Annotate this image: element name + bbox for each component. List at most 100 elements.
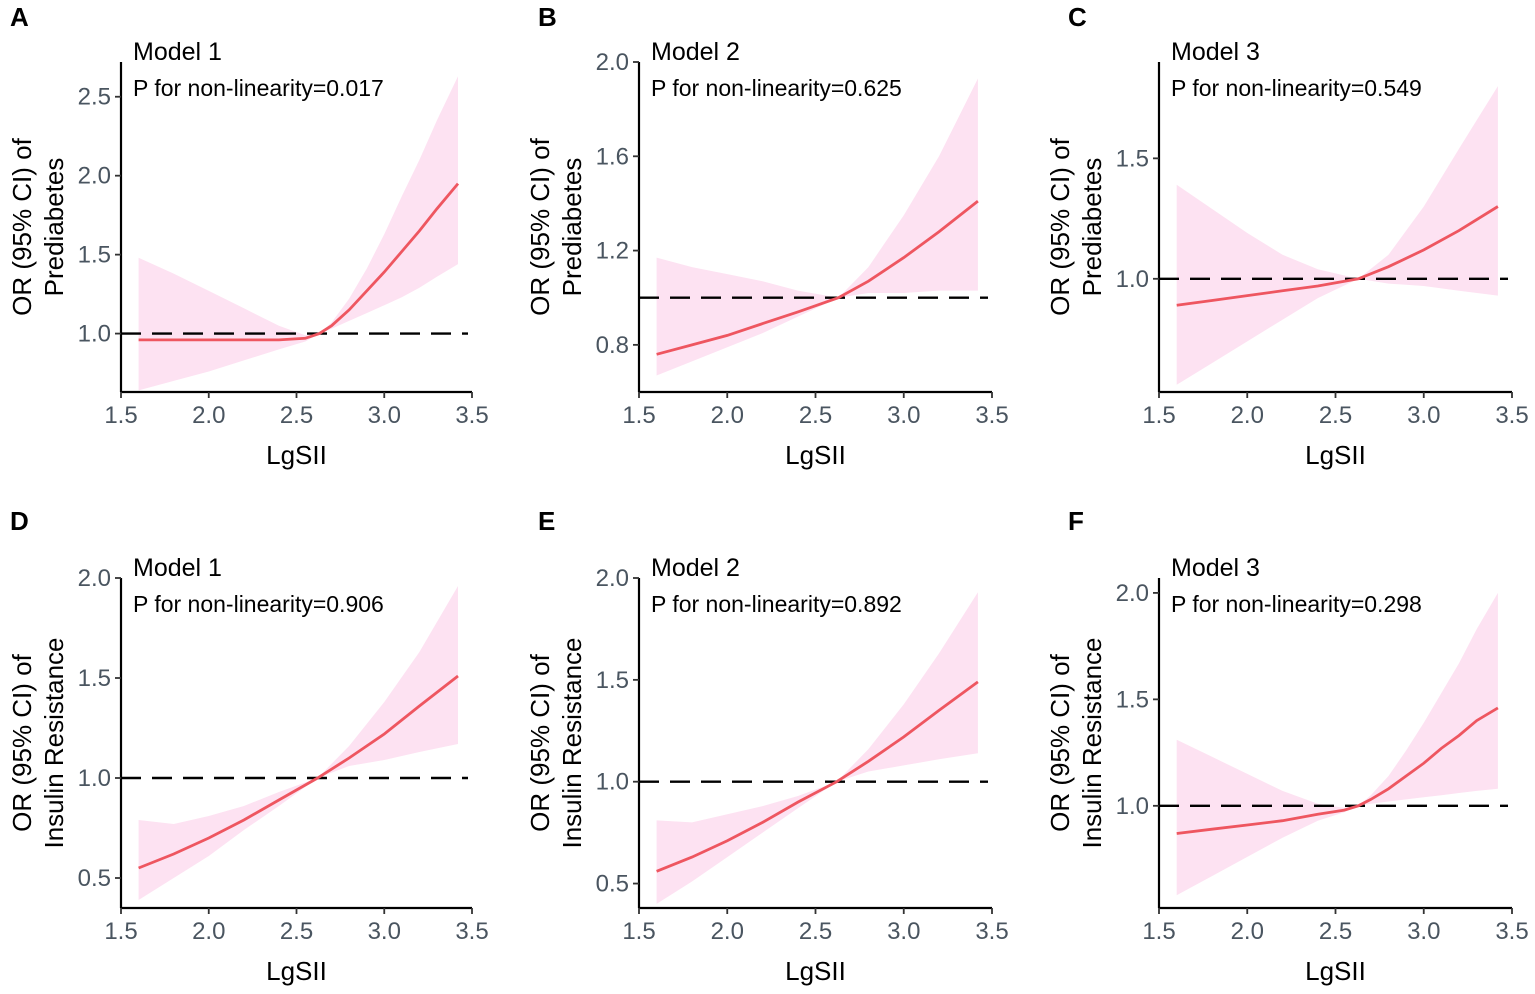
x-tick-label: 3.5 (1495, 402, 1528, 429)
x-tick-label: 2.0 (711, 402, 744, 429)
x-tick-label: 2.0 (711, 918, 744, 945)
y-axis-title-line-2: Prediabetes (557, 158, 587, 297)
ci-band (138, 586, 458, 900)
p-value-annotation: P for non-linearity=0.892 (651, 591, 902, 617)
p-value-annotation: P for non-linearity=0.625 (651, 75, 902, 101)
or-curve (1176, 706, 1499, 835)
y-tick-label: 1.0 (1116, 266, 1149, 293)
panel-d: 1.5 2.0 2.5 3.0 3.5 0.5 1.0 1.5 2.0 LgSII OR (95% … (7, 506, 489, 986)
panel-letter: D (10, 506, 29, 536)
p-value-annotation: P for non-linearity=0.549 (1171, 75, 1422, 101)
x-tick-label: 2.5 (280, 918, 313, 945)
y-tick-label: 2.0 (596, 49, 629, 76)
model-title: Model 3 (1171, 38, 1260, 66)
y-tick-label: 1.6 (596, 143, 629, 170)
y-axis-title-line-2: Insulin Resistance (39, 638, 69, 849)
y-axis-title-line-2: Prediabetes (1077, 158, 1107, 297)
y-tick-label: 1.5 (1116, 686, 1149, 713)
p-value-annotation: P for non-linearity=0.017 (133, 75, 384, 101)
x-tick-label: 1.5 (1142, 402, 1175, 429)
y-axis-title: OR (95% CI) of Prediabetes (525, 137, 587, 315)
y-tick-label: 2.0 (78, 163, 111, 190)
y-axis-title-line-1: OR (95% CI) of (7, 653, 37, 831)
y-tick-label: 1.0 (78, 765, 111, 792)
x-axis-title: LgSII (1305, 956, 1366, 986)
or-curve (656, 199, 979, 356)
x-axis-title: LgSII (266, 440, 327, 470)
or-curve (138, 182, 460, 342)
y-axis-title-line-2: Prediabetes (39, 158, 69, 297)
x-tick-label: 2.0 (1231, 402, 1264, 429)
y-axis-title-line-2: Insulin Resistance (1077, 638, 1107, 849)
y-axis-title: OR (95% CI) of Insulin Resistance (525, 638, 587, 849)
panel-e: 1.5 2.0 2.5 3.0 3.5 0.5 1.0 1.5 2.0 LgSII OR (95% … (525, 506, 1009, 986)
y-tick-label: 2.0 (596, 565, 629, 592)
x-axis-title: LgSII (785, 956, 846, 986)
y-axis-title-line-1: OR (95% CI) of (1045, 653, 1075, 831)
y-axis-title-line-1: OR (95% CI) of (1045, 137, 1075, 315)
x-tick-label: 3.0 (368, 402, 401, 429)
y-tick-label: 0.8 (596, 332, 629, 359)
x-tick-label: 2.5 (1319, 918, 1352, 945)
x-tick-label: 1.5 (104, 402, 137, 429)
y-tick-label: 1.0 (596, 769, 629, 796)
p-value-annotation: P for non-linearity=0.906 (133, 591, 384, 617)
ci-band (1176, 86, 1498, 385)
x-tick-label: 3.5 (455, 918, 488, 945)
y-tick-label: 2.5 (78, 84, 111, 111)
model-title: Model 1 (133, 38, 222, 66)
x-tick-label: 3.5 (975, 918, 1008, 945)
ci-band (656, 592, 978, 904)
x-tick-label: 1.5 (1142, 918, 1175, 945)
x-tick-label: 3.0 (887, 918, 920, 945)
ci-band (656, 78, 978, 376)
y-tick-label: 1.5 (1116, 145, 1149, 172)
y-axis-title: OR (95% CI) of Prediabetes (1045, 137, 1107, 315)
panel-c: 1.5 2.0 2.5 3.0 3.5 1.0 1.5 LgSII OR (95% CI) of… (1045, 2, 1529, 470)
x-tick-label: 2.0 (192, 402, 225, 429)
y-tick-label: 1.5 (78, 242, 111, 269)
p-value-annotation: P for non-linearity=0.298 (1171, 591, 1422, 617)
x-axis-title: LgSII (785, 440, 846, 470)
panel-b: 1.5 2.0 2.5 3.0 3.5 0.8 1.2 1.6 2.0 LgSII OR (95% … (525, 2, 1009, 470)
model-title: Model 1 (133, 554, 222, 582)
x-tick-label: 3.0 (887, 402, 920, 429)
panel-f: 1.5 2.0 2.5 3.0 3.5 1.0 1.5 2.0 LgSII OR (95% CI)… (1045, 506, 1529, 986)
panel-letter: A (10, 2, 29, 32)
y-tick-label: 1.5 (78, 665, 111, 692)
x-axis-title: LgSII (266, 956, 327, 986)
x-tick-label: 1.5 (622, 402, 655, 429)
y-tick-label: 1.0 (1116, 793, 1149, 820)
panel-letter: E (538, 506, 555, 536)
x-tick-label: 3.5 (455, 402, 488, 429)
x-tick-label: 2.5 (799, 402, 832, 429)
x-axis-title: LgSII (1305, 440, 1366, 470)
x-tick-label: 2.5 (280, 402, 313, 429)
x-tick-label: 2.5 (799, 918, 832, 945)
x-tick-label: 3.0 (1407, 402, 1440, 429)
or-curve (656, 680, 979, 873)
x-tick-label: 2.0 (1231, 918, 1264, 945)
y-axis-title-line-1: OR (95% CI) of (525, 137, 555, 315)
model-title: Model 2 (651, 38, 740, 66)
panel-a: 1.5 2.0 2.5 3.0 3.5 1.0 1.5 2.0 2.5 LgSII OR (95% … (7, 2, 489, 470)
y-tick-label: 0.5 (78, 865, 111, 892)
y-tick-label: 1.2 (596, 238, 629, 265)
x-tick-label: 1.5 (622, 918, 655, 945)
panel-letter: F (1068, 506, 1084, 536)
ci-band (1176, 592, 1498, 896)
y-tick-label: 0.5 (596, 871, 629, 898)
ci-band (138, 76, 458, 391)
or-curve (1176, 205, 1499, 307)
model-title: Model 2 (651, 554, 740, 582)
y-axis-title: OR (95% CI) of Insulin Resistance (7, 638, 69, 849)
y-tick-label: 2.0 (78, 565, 111, 592)
x-tick-label: 1.5 (104, 918, 137, 945)
x-tick-label: 3.0 (368, 918, 401, 945)
y-tick-label: 2.0 (1116, 580, 1149, 607)
y-axis-title: OR (95% CI) of Insulin Resistance (1045, 638, 1107, 849)
x-tick-label: 3.5 (1495, 918, 1528, 945)
x-tick-label: 2.0 (192, 918, 225, 945)
y-tick-label: 1.0 (78, 321, 111, 348)
